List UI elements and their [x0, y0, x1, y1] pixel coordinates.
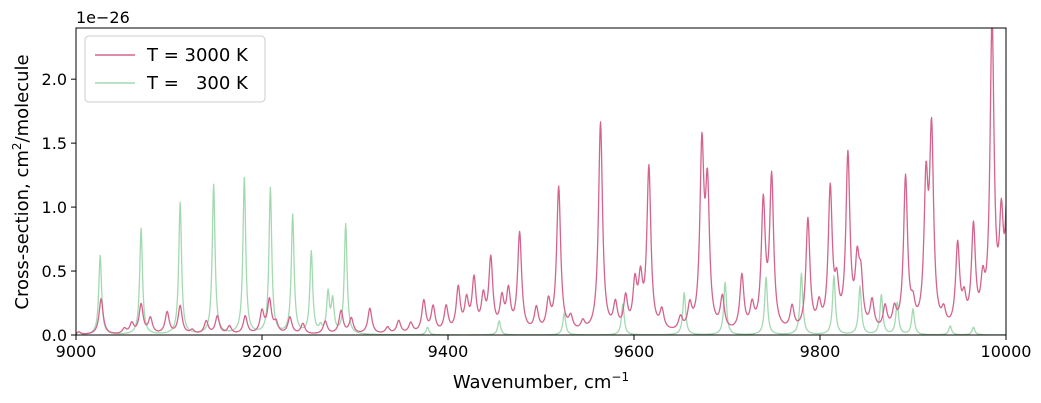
legend: T = 3000 K T = 300 K: [84, 35, 266, 103]
y-axis: 0.0 0.5 1.0 1.5 2.0: [42, 70, 76, 345]
x-axis-title-text: Wavenumber, cm: [453, 372, 612, 393]
series-line-3000k: [76, 28, 1006, 335]
legend-label-3000k: T = 3000 K: [146, 45, 249, 66]
x-tick-label: 9400: [428, 342, 469, 361]
y-offset-text: 1e−26: [76, 8, 130, 27]
x-tick-label: 9200: [242, 342, 283, 361]
y-axis-title-superscript: 2: [10, 142, 24, 150]
y-tick-label: 0.0: [42, 326, 67, 345]
x-tick-label: 10000: [981, 342, 1032, 361]
axes-frame: [75, 27, 1007, 336]
x-tick-label: 9000: [56, 342, 97, 361]
x-axis-title: Wavenumber, cm−1: [453, 370, 629, 393]
legend-label-300k: T = 300 K: [146, 73, 249, 94]
y-tick-label: 1.5: [42, 134, 67, 153]
x-axis: 9000 9200 9400 9600 9800 10000: [56, 335, 1032, 361]
y-axis-title: Cross-section, cm2/molecule: [10, 54, 33, 309]
y-axis-title-text: Cross-section, cm: [12, 150, 33, 310]
legend-box: [84, 35, 266, 103]
x-axis-title-superscript: −1: [611, 370, 629, 384]
series-line-300k: [76, 176, 1006, 335]
y-tick-label: 0.5: [42, 262, 67, 281]
x-tick-label: 9800: [800, 342, 841, 361]
y-axis-title-tail: /molecule: [12, 54, 33, 142]
y-tick-label: 1.0: [42, 198, 67, 217]
x-tick-label: 9600: [614, 342, 655, 361]
y-tick-label: 2.0: [42, 70, 67, 89]
